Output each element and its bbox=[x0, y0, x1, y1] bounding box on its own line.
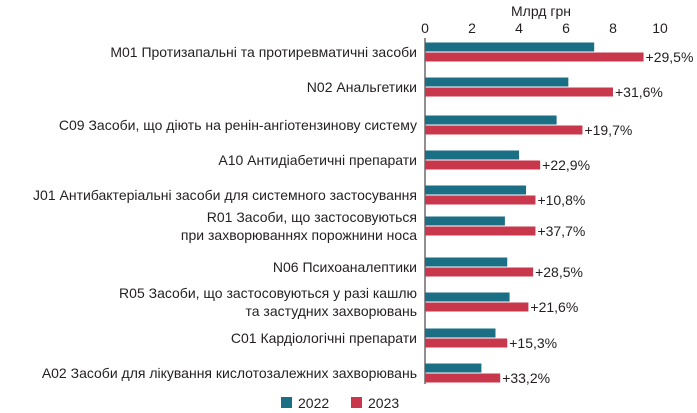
bar-2023 bbox=[425, 267, 534, 277]
category-label: A10 Антидіабетичні препарати bbox=[218, 152, 417, 168]
data-labels: +29,5% +31,6% +19,7% +22,9% +10,8% +37,7% +28,… bbox=[502, 49, 693, 386]
category-label: R05 Засоби, що застосовуються у разі каш… bbox=[119, 285, 417, 301]
bar-2022 bbox=[425, 257, 508, 267]
x-tick-label: 0 bbox=[421, 20, 429, 36]
category-label: C01 Кардіологічні препарати bbox=[231, 330, 417, 346]
category-label: N02 Анальгетики bbox=[307, 79, 417, 95]
bars bbox=[425, 42, 644, 383]
category-label: M01 Протизапальні та протиревматичні зас… bbox=[110, 44, 417, 60]
category-label: R01 Засоби, що застосовуються bbox=[207, 209, 417, 225]
bar-2022 bbox=[425, 77, 569, 87]
growth-data-label: +29,5% bbox=[646, 49, 694, 65]
x-tick-label: 2 bbox=[468, 20, 476, 36]
bar-2023 bbox=[425, 195, 536, 205]
category-labels: M01 Протизапальні та протиревматичні зас… bbox=[33, 44, 417, 381]
bar-2023 bbox=[425, 87, 613, 97]
bar-2023 bbox=[425, 226, 536, 236]
growth-data-label: +31,6% bbox=[615, 84, 663, 100]
growth-data-label: +15,3% bbox=[509, 335, 557, 351]
legend-swatch-2023 bbox=[351, 397, 362, 408]
bar-2022 bbox=[425, 216, 505, 226]
axis-unit-label: Млрд грн bbox=[511, 3, 571, 19]
growth-data-label: +21,6% bbox=[530, 299, 578, 315]
legend-label-2022: 2022 bbox=[298, 395, 329, 411]
bar-2023 bbox=[425, 338, 508, 348]
bar-2023 bbox=[425, 373, 501, 383]
bar-2022 bbox=[425, 42, 595, 52]
category-label: C09 Засоби, що діють на ренін-ангіотензи… bbox=[59, 117, 417, 133]
growth-data-label: +19,7% bbox=[584, 122, 632, 138]
bar-2023 bbox=[425, 160, 541, 170]
legend-label-2023: 2023 bbox=[368, 395, 399, 411]
category-label: та застудних захворювань bbox=[246, 303, 418, 319]
bar-2022 bbox=[425, 185, 527, 195]
x-tick-label: 4 bbox=[515, 20, 523, 36]
legend-swatch-2022 bbox=[281, 397, 292, 408]
bar-2022 bbox=[425, 150, 519, 160]
category-label: N06 Психоаналептики bbox=[273, 259, 417, 275]
x-tick-label: 8 bbox=[609, 20, 617, 36]
bar-2022 bbox=[425, 363, 482, 373]
bar-2022 bbox=[425, 292, 510, 302]
growth-data-label: +10,8% bbox=[537, 192, 585, 208]
growth-data-label: +33,2% bbox=[502, 370, 550, 386]
category-label: при захворюваннях порожнини носа bbox=[181, 227, 417, 243]
category-label: J01 Антибактеріальні засоби для системно… bbox=[33, 187, 417, 203]
bar-2023 bbox=[425, 302, 529, 312]
bar-2022 bbox=[425, 328, 496, 338]
growth-data-label: +37,7% bbox=[537, 223, 585, 239]
growth-data-label: +22,9% bbox=[542, 157, 590, 173]
x-tick-label: 6 bbox=[562, 20, 570, 36]
bar-2022 bbox=[425, 115, 557, 125]
bar-2023 bbox=[425, 52, 644, 62]
legend: 2022 2023 bbox=[281, 395, 399, 411]
growth-data-label: +28,5% bbox=[535, 264, 583, 280]
category-label: A02 Засоби для лікування кислотозалежних… bbox=[42, 365, 417, 381]
bar-2023 bbox=[425, 125, 583, 135]
x-tick-label: 10 bbox=[652, 20, 668, 36]
x-axis-ticks: 0 2 4 6 8 10 bbox=[421, 20, 668, 36]
